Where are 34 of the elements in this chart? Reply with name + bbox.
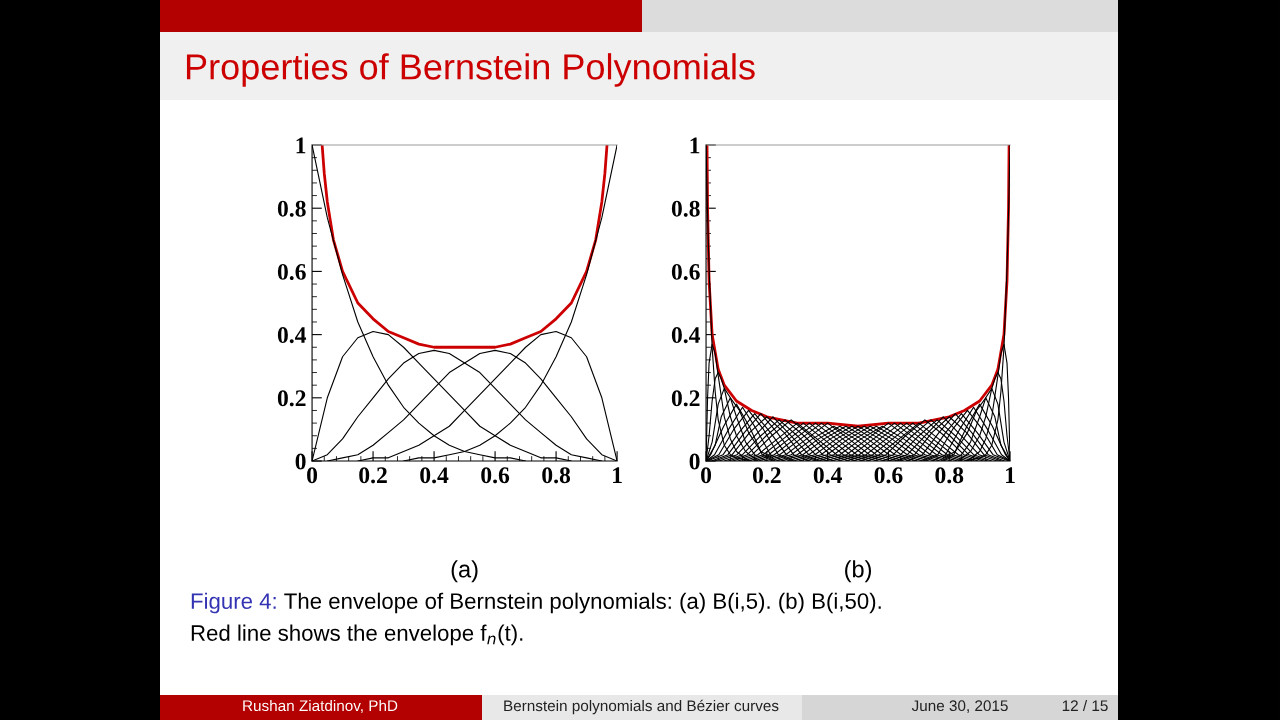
x-tick-label: 0 <box>701 467 712 484</box>
x-tick-label: 1 <box>1006 467 1015 483</box>
y-tick-label: 0.4 <box>671 327 701 344</box>
y-tick-label: 1 <box>296 137 306 154</box>
x-tick-label: 0.2 <box>359 467 387 484</box>
text: 12 / 15 <box>1062 699 1108 712</box>
x-tick-label: 0.8 <box>542 467 571 484</box>
x-tick-label: 0.4 <box>813 467 842 484</box>
y-tick-label: 0.8 <box>277 200 306 217</box>
y-tick-label: 0.2 <box>277 390 306 407</box>
y-tick-label: 0.2 <box>671 390 700 407</box>
y-tick-label: 0.6 <box>671 263 700 280</box>
chart-title: Properties of Bernstein Polynomials <box>186 53 755 87</box>
text: Rushan Ziatdinov, PhD <box>243 699 398 713</box>
x-tick-label: 0.2 <box>752 467 781 484</box>
x-tick-label: 1 <box>613 467 622 483</box>
caption: Figure 4: <box>191 592 276 614</box>
text: The envelope of Bernstein polynomials: (a) B(i,5). (b) B(i,50). <box>284 592 881 614</box>
text: June 30, 2015 <box>911 700 1008 713</box>
x-tick-label: 0.6 <box>481 467 510 484</box>
x-tick-label: 0.4 <box>420 467 449 484</box>
y-tick-label: 0 <box>689 453 700 470</box>
y-tick-label: 0 <box>295 453 306 470</box>
x-tick-label: 0.6 <box>874 467 903 484</box>
y-tick-label: 0.8 <box>671 200 700 217</box>
y-tick-label: 1 <box>690 137 700 154</box>
y-tick-label: 0.4 <box>277 327 307 344</box>
y-tick-label: 0.6 <box>277 263 306 280</box>
x-tick-label: 0.8 <box>935 467 964 484</box>
x-axis-title: (b) <box>845 560 872 583</box>
x-axis-title: (a) <box>451 560 478 583</box>
text: Red line shows the envelope f$_{n}$(t). <box>191 624 523 646</box>
x-tick-label: 0 <box>307 467 318 484</box>
text: Bernstein polynomials and Bézier curves <box>504 699 779 715</box>
